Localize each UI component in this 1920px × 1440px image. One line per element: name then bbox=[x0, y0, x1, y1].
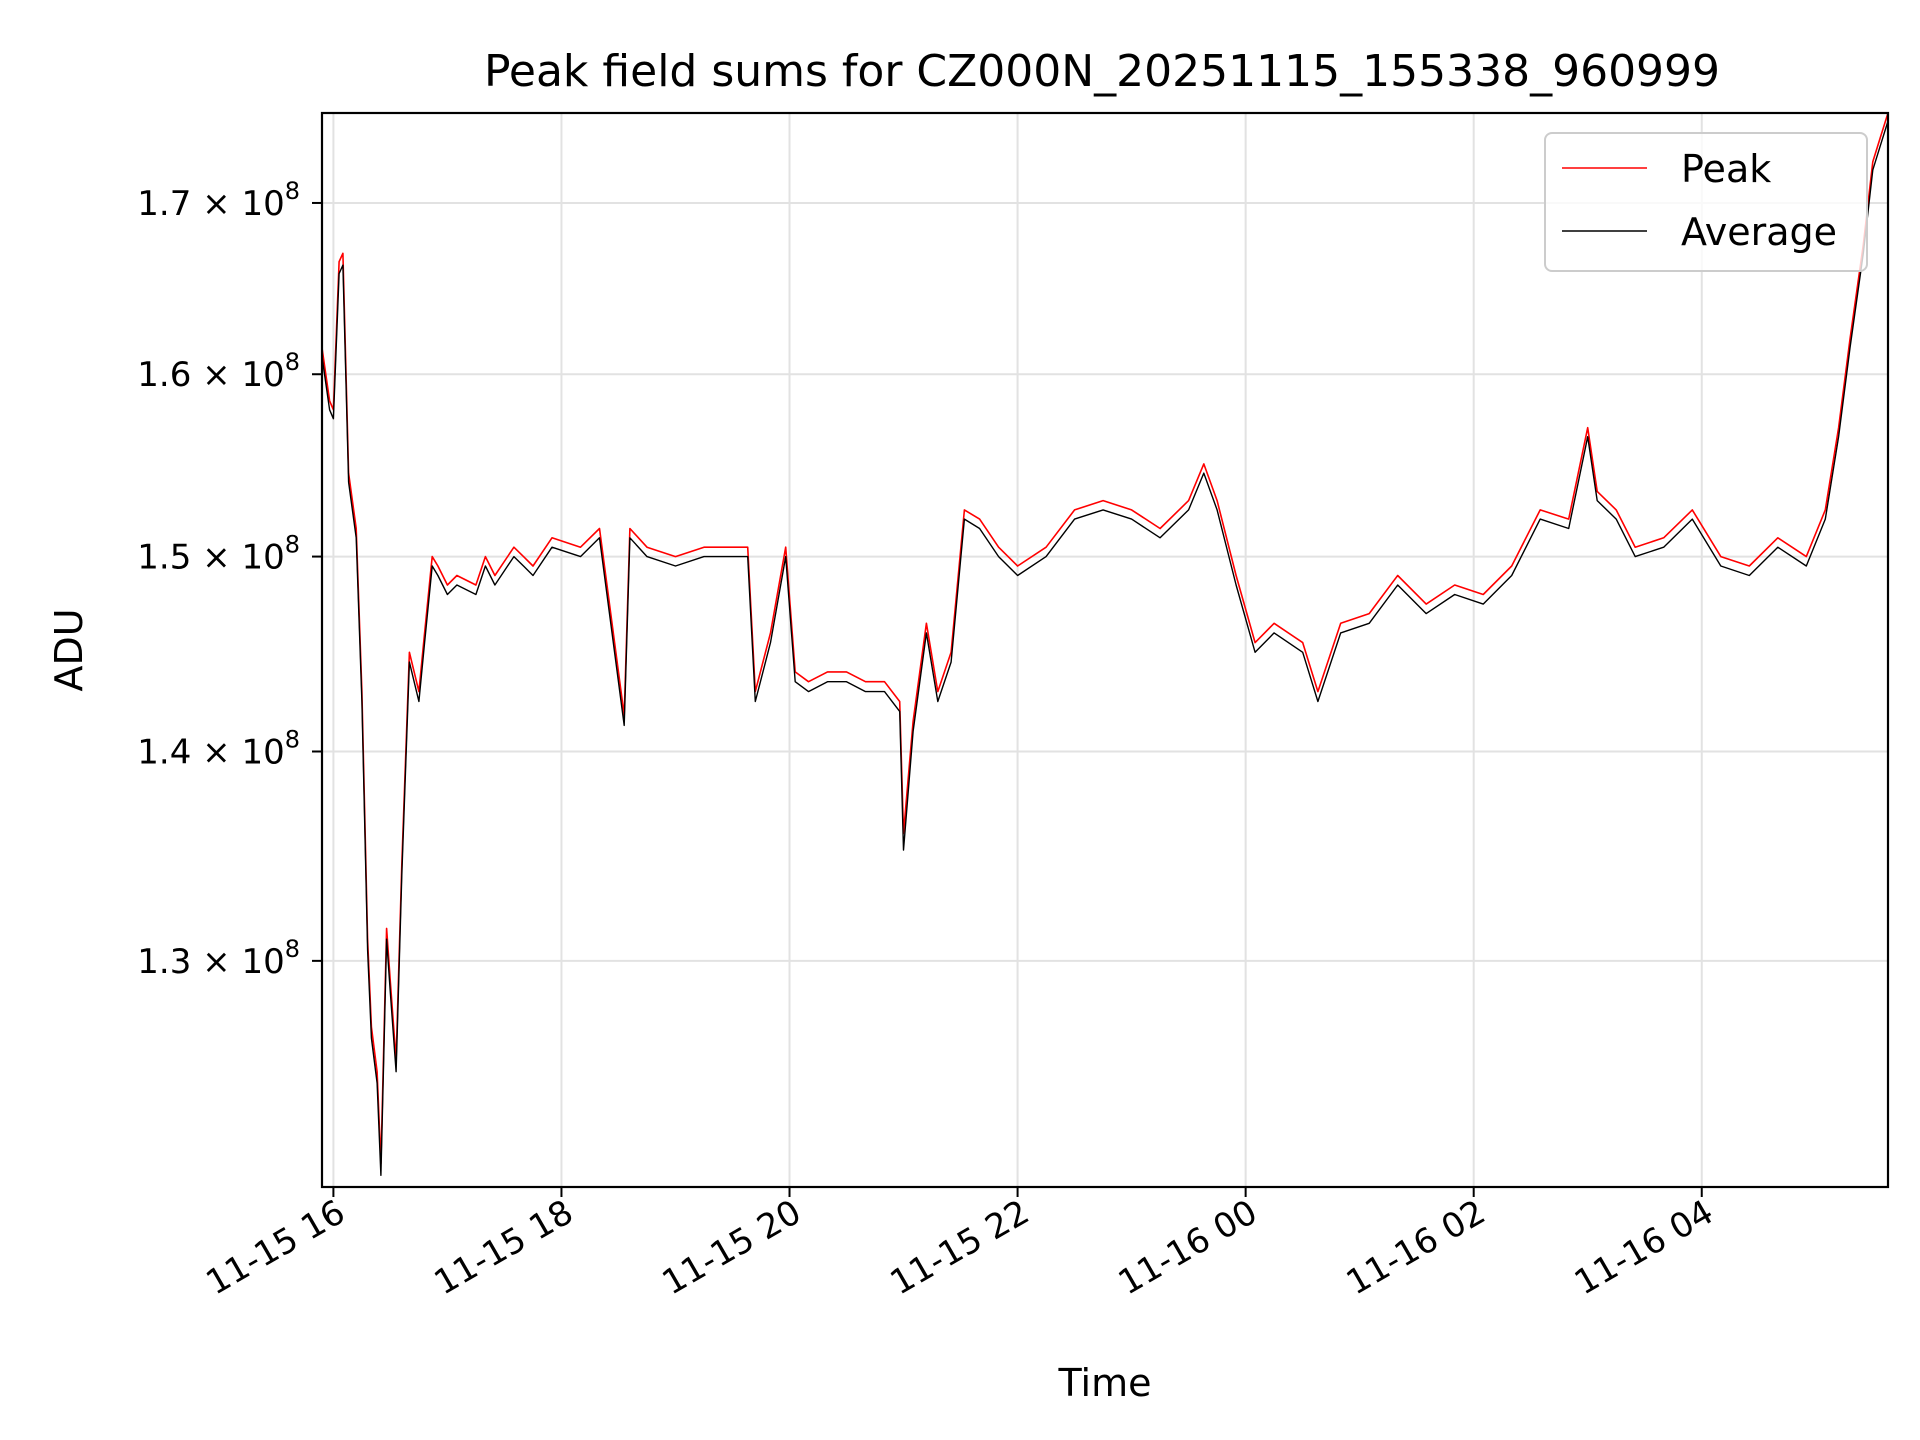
y-tick-mantissa: 1.4 bbox=[137, 732, 191, 772]
y-tick-label: 1.7 × 108 bbox=[137, 177, 300, 224]
y-tick-label: 1.4 × 108 bbox=[137, 725, 300, 772]
y-tick-mantissa: 1.5 bbox=[137, 538, 191, 578]
y-tick-label: 1.3 × 108 bbox=[137, 935, 300, 982]
plot-frame bbox=[320, 111, 1890, 1189]
y-axis-label: ADU bbox=[47, 608, 91, 691]
series-line-peak bbox=[322, 113, 1888, 1165]
legend-label-average: Average bbox=[1681, 210, 1837, 254]
y-tick-multiplier: × 10 bbox=[191, 942, 284, 982]
legend: Peak Average bbox=[1544, 132, 1868, 272]
y-tick-exponent: 8 bbox=[285, 725, 300, 753]
series-line-average bbox=[322, 120, 1888, 1177]
y-tick-exponent: 8 bbox=[285, 935, 300, 963]
y-tick-mantissa: 1.3 bbox=[137, 942, 191, 982]
y-tick-multiplier: × 10 bbox=[191, 538, 284, 578]
x-axis-label: Time bbox=[1058, 1361, 1152, 1405]
y-tick-label: 1.5 × 108 bbox=[137, 531, 300, 578]
y-tick-multiplier: × 10 bbox=[191, 355, 284, 395]
y-tick-exponent: 8 bbox=[285, 177, 300, 205]
x-tick-label: 11-15 18 bbox=[428, 1192, 580, 1303]
y-tick-multiplier: × 10 bbox=[191, 184, 284, 224]
y-tick-label: 1.6 × 108 bbox=[137, 348, 300, 395]
y-tick-exponent: 8 bbox=[285, 531, 300, 559]
y-tick-mantissa: 1.7 bbox=[137, 184, 191, 224]
x-axis: 11-15 16 11-15 18 11-15 20 11-15 22 11-16 00… bbox=[200, 1187, 1720, 1303]
series-lines bbox=[322, 113, 1888, 1177]
x-tick-label: 11-15 20 bbox=[656, 1192, 808, 1303]
x-tick-label: 11-16 04 bbox=[1568, 1192, 1720, 1303]
legend-label-peak: Peak bbox=[1681, 147, 1771, 191]
x-tick-label: 11-16 02 bbox=[1340, 1192, 1492, 1303]
grid bbox=[322, 113, 1888, 1187]
y-tick-exponent: 8 bbox=[285, 348, 300, 376]
x-tick-label: 11-15 22 bbox=[884, 1192, 1036, 1303]
y-tick-mantissa: 1.6 bbox=[137, 355, 191, 395]
y-tick-multiplier: × 10 bbox=[191, 732, 284, 772]
chart-title: Peak field sums for CZ000N_20251115_1553… bbox=[484, 46, 1720, 97]
x-tick-label: 11-16 00 bbox=[1112, 1192, 1264, 1303]
x-tick-label: 11-15 16 bbox=[200, 1192, 352, 1303]
